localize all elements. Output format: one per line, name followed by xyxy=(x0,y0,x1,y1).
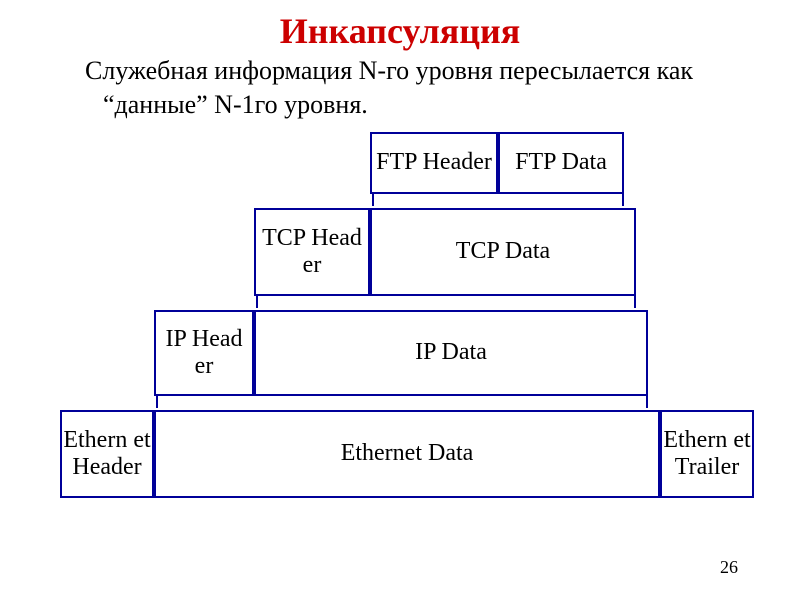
ip-tick-left xyxy=(156,396,158,408)
ip-data-box: IP Data xyxy=(254,310,648,396)
ip-header-box: IP Head er xyxy=(154,310,254,396)
ftp-header-box: FTP Header xyxy=(370,132,498,194)
tcp-tick-left xyxy=(256,296,258,308)
tcp-data-box: TCP Data xyxy=(370,208,636,296)
ip-tick-right xyxy=(646,396,648,408)
ethernet-header-box: Ethern et Header xyxy=(60,410,154,498)
tcp-header-box: TCP Head er xyxy=(254,208,370,296)
encapsulation-diagram: FTP Header FTP Data TCP Head er TCP Data… xyxy=(0,122,800,562)
page-number: 26 xyxy=(720,557,738,578)
page-title: Инкапсуляция xyxy=(0,0,800,52)
page-subtitle: Служебная информация N-го уровня пересыл… xyxy=(58,52,800,122)
ethernet-trailer-box: Ethern et Trailer xyxy=(660,410,754,498)
ftp-tick-left xyxy=(372,194,374,206)
ethernet-data-box: Ethernet Data xyxy=(154,410,660,498)
ftp-tick-right xyxy=(622,194,624,206)
ftp-data-box: FTP Data xyxy=(498,132,624,194)
tcp-tick-right xyxy=(634,296,636,308)
